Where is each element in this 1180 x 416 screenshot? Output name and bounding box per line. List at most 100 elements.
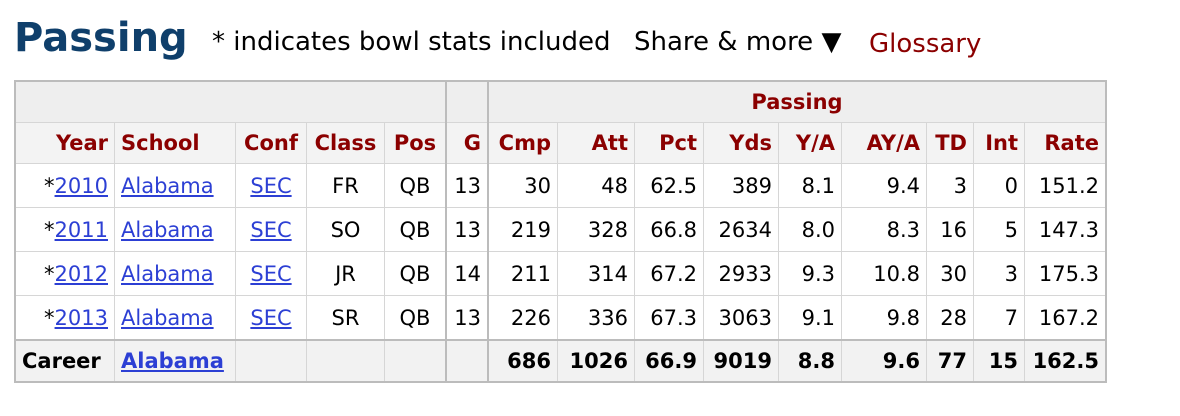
col-header-yds[interactable]: Yds bbox=[703, 122, 779, 164]
conf-link[interactable]: SEC bbox=[250, 217, 292, 242]
col-header-conf[interactable]: Conf bbox=[235, 122, 307, 164]
aya-cell: 9.4 bbox=[841, 163, 927, 208]
year-link[interactable]: 2011 bbox=[54, 217, 108, 242]
class-cell: SO bbox=[306, 207, 385, 252]
career-td-cell: 77 bbox=[926, 339, 974, 383]
school-cell: Alabama bbox=[114, 251, 236, 296]
conf-link[interactable]: SEC bbox=[250, 261, 292, 286]
rate-cell: 147.3 bbox=[1024, 207, 1107, 252]
year-link[interactable]: 2010 bbox=[54, 173, 108, 198]
td-cell: 28 bbox=[926, 295, 974, 341]
att-cell: 314 bbox=[557, 251, 635, 296]
col-header-cmp[interactable]: Cmp bbox=[487, 122, 558, 164]
pct-cell: 62.5 bbox=[634, 163, 704, 208]
td-cell: 30 bbox=[926, 251, 974, 296]
year-cell: *2012 bbox=[14, 251, 115, 296]
col-header-att[interactable]: Att bbox=[557, 122, 635, 164]
int-cell: 3 bbox=[973, 251, 1025, 296]
career-pos-cell bbox=[384, 339, 447, 383]
aya-cell: 9.8 bbox=[841, 295, 927, 341]
career-row: Career Alabama 686 1026 66.9 9019 8.8 9.… bbox=[14, 339, 1107, 383]
g-cell: 13 bbox=[445, 295, 489, 341]
table-row: *2013 Alabama SEC SR QB 13 226 336 67.3 … bbox=[14, 295, 1107, 341]
bowl-star: * bbox=[44, 173, 55, 198]
school-cell: Alabama bbox=[114, 163, 236, 208]
td-cell: 3 bbox=[926, 163, 974, 208]
pos-cell: QB bbox=[384, 163, 447, 208]
over-header-blank-g bbox=[445, 80, 489, 123]
class-cell: SR bbox=[306, 295, 385, 341]
career-school-link[interactable]: Alabama bbox=[121, 349, 224, 373]
career-class-cell bbox=[306, 339, 385, 383]
career-ya-cell: 8.8 bbox=[778, 339, 842, 383]
career-pct-cell: 66.9 bbox=[634, 339, 704, 383]
yds-cell: 3063 bbox=[703, 295, 779, 341]
pos-cell: QB bbox=[384, 251, 447, 296]
career-rate-cell: 162.5 bbox=[1024, 339, 1107, 383]
career-label: Career bbox=[14, 339, 115, 383]
share-more-button[interactable]: Share & more ▼ bbox=[634, 27, 842, 57]
section-title: Passing bbox=[14, 15, 188, 61]
col-header-g[interactable]: G bbox=[445, 122, 489, 164]
career-aya-cell: 9.6 bbox=[841, 339, 927, 383]
column-header-row: Year School Conf Class Pos G Cmp Att Pct… bbox=[14, 122, 1107, 164]
over-header-blank bbox=[14, 80, 447, 123]
g-cell: 13 bbox=[445, 207, 489, 252]
att-cell: 328 bbox=[557, 207, 635, 252]
year-link[interactable]: 2013 bbox=[54, 305, 108, 330]
col-header-rate[interactable]: Rate bbox=[1024, 122, 1107, 164]
conf-cell: SEC bbox=[235, 251, 307, 296]
att-cell: 336 bbox=[557, 295, 635, 341]
career-g-cell bbox=[445, 339, 489, 383]
col-header-td[interactable]: TD bbox=[926, 122, 974, 164]
pos-cell: QB bbox=[384, 207, 447, 252]
table-row: *2011 Alabama SEC SO QB 13 219 328 66.8 … bbox=[14, 207, 1107, 252]
school-cell: Alabama bbox=[114, 207, 236, 252]
bowl-star: * bbox=[44, 261, 55, 286]
rate-cell: 175.3 bbox=[1024, 251, 1107, 296]
col-header-class[interactable]: Class bbox=[306, 122, 385, 164]
conf-link[interactable]: SEC bbox=[250, 173, 292, 198]
col-header-pct[interactable]: Pct bbox=[634, 122, 704, 164]
yds-cell: 2634 bbox=[703, 207, 779, 252]
rate-cell: 151.2 bbox=[1024, 163, 1107, 208]
year-cell: *2013 bbox=[14, 295, 115, 341]
year-cell: *2011 bbox=[14, 207, 115, 252]
cmp-cell: 219 bbox=[487, 207, 558, 252]
school-link[interactable]: Alabama bbox=[121, 217, 214, 242]
over-header-row: Passing bbox=[14, 80, 1107, 123]
passing-stats-table: Passing Year School Conf Class Pos G Cmp… bbox=[14, 80, 1107, 383]
col-header-aya[interactable]: AY/A bbox=[841, 122, 927, 164]
table-row: *2012 Alabama SEC JR QB 14 211 314 67.2 … bbox=[14, 251, 1107, 296]
career-cmp-cell: 686 bbox=[487, 339, 558, 383]
g-cell: 13 bbox=[445, 163, 489, 208]
glossary-link[interactable]: Glossary bbox=[869, 29, 982, 59]
int-cell: 7 bbox=[973, 295, 1025, 341]
over-header-passing: Passing bbox=[487, 80, 1107, 123]
cmp-cell: 211 bbox=[487, 251, 558, 296]
pct-cell: 66.8 bbox=[634, 207, 704, 252]
school-link[interactable]: Alabama bbox=[121, 261, 214, 286]
conf-cell: SEC bbox=[235, 163, 307, 208]
conf-link[interactable]: SEC bbox=[250, 305, 292, 330]
career-yds-cell: 9019 bbox=[703, 339, 779, 383]
col-header-int[interactable]: Int bbox=[973, 122, 1025, 164]
section-header: Passing * indicates bowl stats included … bbox=[14, 12, 1164, 68]
col-header-pos[interactable]: Pos bbox=[384, 122, 447, 164]
school-link[interactable]: Alabama bbox=[121, 173, 214, 198]
g-cell: 14 bbox=[445, 251, 489, 296]
table-row: *2010 Alabama SEC FR QB 13 30 48 62.5 38… bbox=[14, 163, 1107, 208]
cmp-cell: 30 bbox=[487, 163, 558, 208]
school-link[interactable]: Alabama bbox=[121, 305, 214, 330]
col-header-ya[interactable]: Y/A bbox=[778, 122, 842, 164]
conf-cell: SEC bbox=[235, 207, 307, 252]
col-header-year[interactable]: Year bbox=[14, 122, 115, 164]
school-cell: Alabama bbox=[114, 295, 236, 341]
yds-cell: 2933 bbox=[703, 251, 779, 296]
col-header-school[interactable]: School bbox=[114, 122, 236, 164]
year-link[interactable]: 2012 bbox=[54, 261, 108, 286]
career-school-cell: Alabama bbox=[114, 339, 236, 383]
class-cell: FR bbox=[306, 163, 385, 208]
aya-cell: 8.3 bbox=[841, 207, 927, 252]
ya-cell: 9.1 bbox=[778, 295, 842, 341]
